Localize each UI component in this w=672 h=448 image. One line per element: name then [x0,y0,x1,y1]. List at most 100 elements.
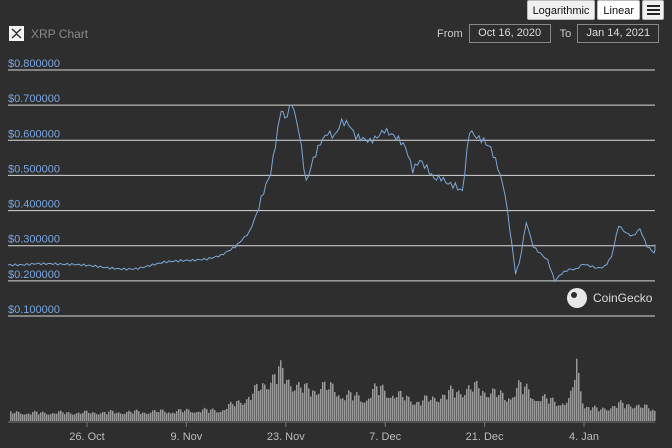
volume-bar [472,391,474,421]
volume-bar [280,360,282,421]
to-date-input[interactable]: Jan 14, 2021 [577,24,660,43]
volume-bar [466,388,468,421]
volume-bar [436,401,438,421]
volume-bar [252,393,254,421]
volume-bar [482,390,484,421]
volume-bar [610,408,612,421]
volume-bar [126,411,128,421]
volume-bar [494,389,496,421]
volume-bar [622,402,624,421]
volume-bar [236,401,238,421]
volume-bar [478,388,480,421]
volume-bar [278,366,280,421]
volume-bar [310,396,312,421]
volume-bar [228,403,230,421]
volume-bar [504,400,506,421]
volume-bar [522,394,524,421]
from-date-input[interactable]: Oct 16, 2020 [468,24,551,43]
volume-bar [634,407,636,421]
volume-bar [150,412,152,421]
volume-bar [648,408,650,421]
volume-bar [138,411,140,421]
volume-bar [260,389,262,421]
volume-bar [620,400,622,421]
volume-bar [520,382,522,421]
volume-bar [602,407,604,421]
volume-bar [416,402,418,421]
xrp-logo-icon [9,26,24,41]
volume-bar [340,398,342,421]
volume-bar [36,411,38,421]
volume-bar [140,413,142,421]
chart-menu-icon[interactable] [642,0,664,20]
chart-title-row: XRP Chart [9,26,88,41]
volume-bar [134,410,136,421]
volume-bar [300,387,302,421]
volume-bar [646,404,648,421]
volume-bar [146,413,148,421]
volume-bar [108,411,110,421]
scale-toggle-group: Logarithmic Linear [526,0,664,20]
volume-bar [530,398,532,421]
volume-bar [290,386,292,421]
volume-bar [22,414,24,421]
volume-bar [346,394,348,421]
volume-bar [588,407,590,421]
y-axis-labels: $0.800000 $0.700000 $0.600000 $0.500000 $0.4… [8,58,60,316]
volume-bar [630,406,632,421]
volume-bar [352,400,354,421]
volume-bar [458,390,460,421]
volume-bar [168,412,170,421]
volume-bar [82,412,84,421]
volume-bar [328,389,330,421]
volume-bar [106,414,108,421]
volume-bar [538,401,540,421]
volume-bar [446,399,448,421]
volume-bar [476,380,478,421]
volume-bar [444,394,446,421]
volume-bar [188,409,190,421]
volume-bar [438,402,440,421]
volume-bar [506,401,508,421]
volume-bar [652,409,654,421]
volume-bar [178,409,180,421]
volume-bar [60,410,62,421]
volume-bar [54,413,56,421]
volume-bar [394,398,396,421]
volume-bar [392,395,394,421]
volume-bar [430,399,432,421]
volume-bar [86,410,88,421]
volume-bar [654,410,656,421]
volume-bar [282,368,284,421]
volume-bar [560,405,562,421]
volume-bar [536,401,538,421]
y-tick-label: $0.800000 [8,58,60,70]
volume-bar [390,397,392,421]
volume-bar [442,394,444,421]
volume-bar [24,414,26,421]
linear-button[interactable]: Linear [597,0,640,20]
volume-bar [434,398,436,421]
volume-bar [46,414,48,421]
volume-bar [326,390,328,421]
watermark-text: CoinGecko [593,291,653,305]
volume-bar [162,409,164,421]
volume-bar [304,383,306,421]
volume-bar [540,401,542,421]
volume-bar [498,395,500,421]
volume-bar [570,390,572,421]
y-tick-label: $0.300000 [8,234,60,246]
volume-bar [180,409,182,421]
logarithmic-button[interactable]: Logarithmic [526,0,596,20]
volume-bar [148,413,150,421]
volume-bar [418,401,420,421]
volume-bar [102,411,104,421]
volume-bar [614,406,616,421]
volume-bar [132,413,134,421]
volume-bar [88,412,90,421]
y-tick-label: $0.200000 [8,269,60,281]
volume-bar [362,402,364,421]
volume-bar [248,396,250,421]
volume-bar [94,412,96,421]
volume-bar [388,397,390,421]
